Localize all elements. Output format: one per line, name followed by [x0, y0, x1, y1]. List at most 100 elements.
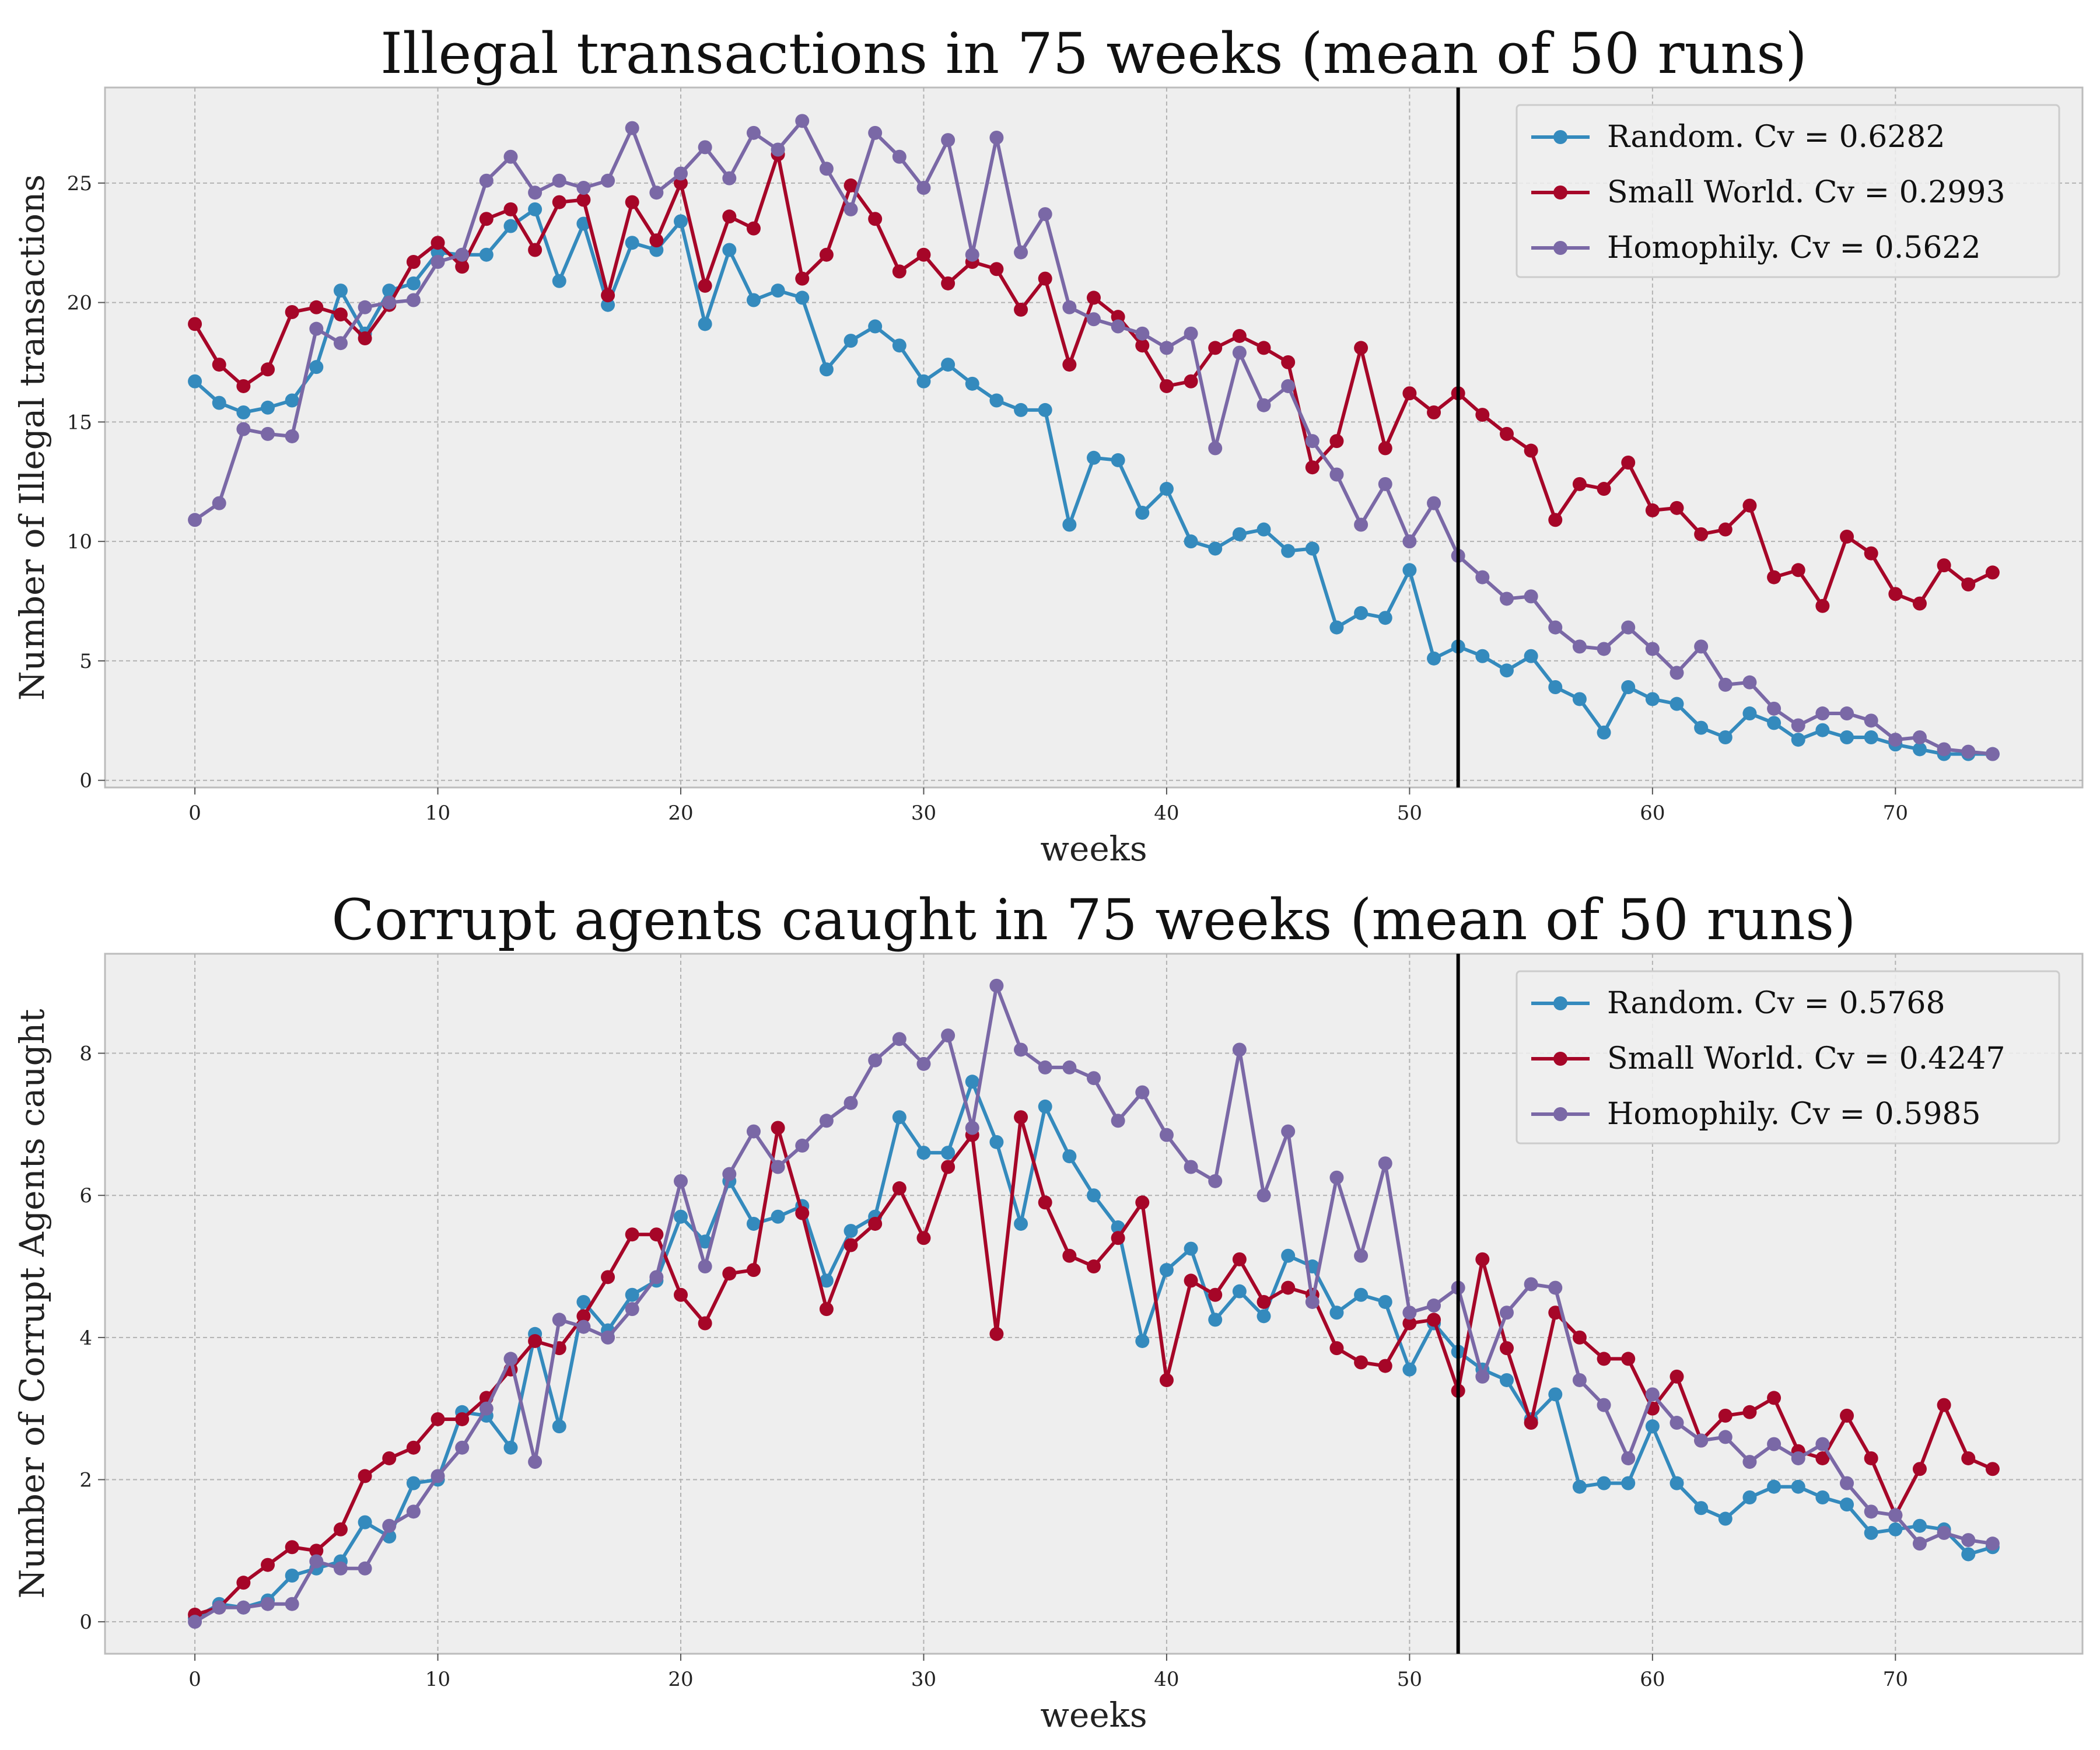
data-point	[1135, 1334, 1150, 1348]
data-point	[1087, 1071, 1101, 1086]
data-point	[1548, 1280, 1563, 1295]
data-point	[1256, 1309, 1271, 1324]
data-point	[576, 1320, 591, 1334]
data-point	[1912, 596, 1927, 611]
y-tick-label: 0	[79, 769, 92, 793]
data-point	[1718, 1408, 1732, 1423]
data-point	[989, 262, 1004, 276]
data-point	[455, 247, 470, 262]
data-point	[188, 1615, 202, 1629]
data-point	[1524, 1277, 1538, 1292]
data-point	[1256, 398, 1271, 412]
data-point	[698, 1259, 712, 1274]
data-point	[674, 1287, 688, 1302]
y-tick-label: 8	[79, 1042, 92, 1066]
data-point	[1572, 692, 1587, 706]
data-point	[1208, 1312, 1223, 1327]
data-point	[1475, 1369, 1490, 1384]
data-point	[1062, 1149, 1077, 1164]
data-point	[1572, 639, 1587, 654]
data-point	[1767, 701, 1782, 716]
data-point	[1378, 1156, 1392, 1171]
data-point	[1038, 271, 1052, 286]
data-point	[1742, 1490, 1757, 1504]
data-point	[1840, 529, 1854, 544]
data-point	[285, 393, 299, 408]
data-point	[333, 284, 348, 298]
data-point	[1014, 302, 1028, 317]
data-point	[819, 247, 834, 262]
data-point	[1402, 534, 1417, 549]
data-point	[1087, 450, 1101, 465]
data-point	[1912, 1536, 1927, 1551]
data-point	[1087, 312, 1101, 327]
data-point	[1378, 477, 1392, 491]
data-point	[1912, 730, 1927, 744]
data-point	[1767, 1391, 1782, 1405]
chart-corrupt-agents-caught: 0 10 20 30 40 50 60 70 0 2 4 6 8 Corrupt agents caugh…	[12, 887, 2084, 1735]
data-point	[1184, 1241, 1198, 1256]
data-point	[1864, 1451, 1878, 1465]
data-point	[309, 1544, 324, 1558]
data-point	[406, 254, 421, 269]
data-point	[795, 1206, 810, 1220]
data-point	[965, 376, 979, 391]
data-point	[309, 1554, 324, 1569]
data-point	[819, 362, 834, 377]
data-point	[844, 1224, 858, 1238]
data-point	[1597, 1398, 1611, 1412]
data-point	[941, 276, 956, 290]
data-point	[698, 1316, 712, 1331]
data-point	[1670, 501, 1684, 515]
data-point	[1961, 744, 1976, 759]
data-point	[844, 1096, 858, 1110]
data-point	[965, 1121, 979, 1135]
data-point	[916, 181, 931, 195]
data-point	[1354, 1287, 1368, 1302]
data-point	[722, 1167, 737, 1181]
data-point	[1232, 1284, 1247, 1298]
data-point	[1597, 725, 1611, 740]
data-point	[212, 496, 226, 510]
x-tick-label: 10	[425, 802, 450, 825]
data-point	[1354, 606, 1368, 621]
x-tick-label: 20	[668, 1668, 693, 1691]
data-point	[625, 195, 639, 209]
data-point	[1840, 730, 1854, 744]
data-point	[1111, 319, 1125, 334]
data-point	[1499, 426, 1514, 441]
data-point	[892, 1032, 907, 1046]
data-point	[552, 1312, 566, 1327]
data-point	[455, 260, 470, 274]
data-point	[1621, 680, 1636, 694]
data-point	[309, 360, 324, 374]
data-point	[625, 1227, 639, 1242]
data-point	[892, 338, 907, 353]
y-tick-label: 2	[79, 1469, 92, 1492]
data-point	[1961, 1547, 1976, 1562]
data-point	[503, 1440, 518, 1455]
series-random	[188, 202, 2000, 761]
data-point	[333, 307, 348, 322]
data-point	[236, 379, 251, 393]
data-point	[1184, 326, 1198, 341]
data-point	[1621, 620, 1636, 635]
data-point	[1524, 589, 1538, 604]
data-point	[285, 1597, 299, 1611]
data-point	[941, 358, 956, 372]
data-point	[576, 192, 591, 207]
data-point	[552, 173, 566, 188]
data-point	[771, 284, 785, 298]
data-point	[261, 362, 275, 377]
data-point	[1305, 541, 1320, 556]
x-tick-label: 50	[1397, 802, 1422, 825]
data-point	[1718, 677, 1732, 692]
data-point	[1645, 1387, 1660, 1402]
data-point	[1232, 328, 1247, 343]
data-point	[941, 1160, 956, 1174]
data-point	[1159, 341, 1174, 355]
data-point	[479, 173, 494, 188]
data-point	[1742, 675, 1757, 690]
data-point	[1985, 565, 2000, 580]
data-point	[1572, 1373, 1587, 1387]
